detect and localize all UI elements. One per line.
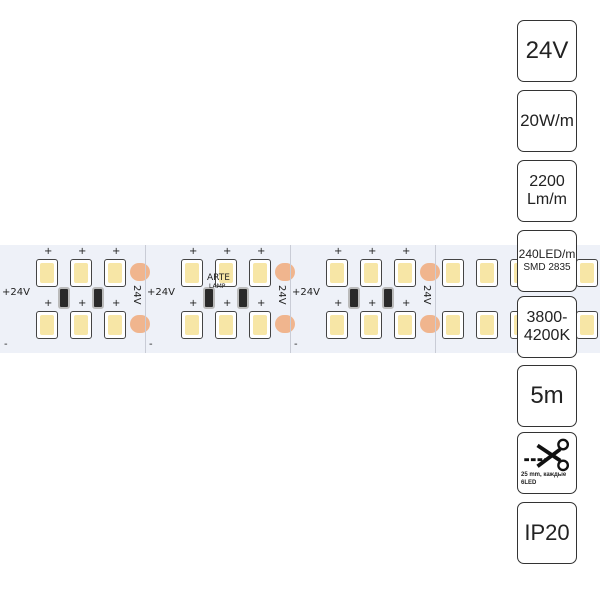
plus-24v-label: +24V bbox=[147, 287, 175, 298]
led-chip bbox=[442, 259, 464, 287]
plus-mark: + bbox=[257, 246, 266, 257]
plus-mark: + bbox=[44, 246, 53, 257]
plus-mark: + bbox=[78, 246, 87, 257]
led-chip bbox=[215, 311, 237, 339]
resistor bbox=[237, 287, 249, 309]
resistor bbox=[382, 287, 394, 309]
24v-label: 24V bbox=[276, 285, 287, 305]
resistor bbox=[203, 287, 215, 309]
minus-mark: - bbox=[294, 339, 298, 350]
plus-mark: + bbox=[402, 298, 411, 309]
badge-cut: 25 mm, каждые 6LED bbox=[517, 432, 577, 494]
led-chip bbox=[442, 311, 464, 339]
led-chip bbox=[181, 259, 203, 287]
badge-color-temperature: 3800- 4200K bbox=[517, 296, 577, 358]
led-chip bbox=[70, 311, 92, 339]
led-chip bbox=[476, 259, 498, 287]
led-chip bbox=[181, 311, 203, 339]
badge-text: 24V bbox=[525, 37, 569, 65]
plus-mark: + bbox=[78, 298, 87, 309]
led-chip bbox=[326, 259, 348, 287]
strip-segment bbox=[290, 245, 435, 353]
plus-mark: + bbox=[368, 298, 377, 309]
badge-text: 2200 bbox=[529, 172, 565, 190]
led-chip bbox=[394, 311, 416, 339]
led-chip bbox=[249, 259, 271, 287]
badge-length: 5m bbox=[517, 365, 577, 427]
plus-mark: + bbox=[402, 246, 411, 257]
brand-logo: LAMP bbox=[209, 283, 226, 290]
plus-mark: + bbox=[223, 298, 232, 309]
badge-text: 5m bbox=[530, 382, 564, 410]
badge-text: 20W/m bbox=[520, 111, 574, 131]
badge-text: 240LED/m bbox=[518, 247, 576, 262]
plus-mark: + bbox=[334, 246, 343, 257]
plus-mark: + bbox=[334, 298, 343, 309]
badge-luminous-flux: 2200 Lm/m bbox=[517, 160, 577, 222]
plus-mark: + bbox=[189, 246, 198, 257]
badge-led-density: 240LED/m SMD 2835 bbox=[517, 230, 577, 292]
badge-text: IP20 bbox=[524, 520, 570, 546]
led-chip bbox=[476, 311, 498, 339]
plus-mark: + bbox=[368, 246, 377, 257]
led-strip-image: + + + + + + +24V 24V - + + + + + + +24V 24V - ARTE LAMP + + + +… bbox=[0, 245, 600, 353]
led-chip bbox=[326, 311, 348, 339]
plus-24v-label: +24V bbox=[292, 287, 320, 298]
24v-label: 24V bbox=[131, 285, 142, 305]
plus-mark: + bbox=[112, 246, 121, 257]
plus-mark: + bbox=[112, 298, 121, 309]
badge-text: 25 mm, каждые 6LED bbox=[521, 472, 567, 486]
strip-segment bbox=[435, 245, 580, 353]
plus-mark: + bbox=[257, 298, 266, 309]
led-chip bbox=[576, 259, 598, 287]
strip-segment bbox=[145, 245, 290, 353]
led-chip bbox=[36, 311, 58, 339]
badge-text: 3800- bbox=[526, 308, 568, 326]
resistor bbox=[92, 287, 104, 309]
brand-logo: ARTE bbox=[207, 273, 230, 283]
led-chip bbox=[360, 311, 382, 339]
badge-text: 4200K bbox=[523, 327, 571, 344]
scissors-icon bbox=[524, 438, 570, 472]
resistor bbox=[58, 287, 70, 309]
led-chip bbox=[249, 311, 271, 339]
led-chip bbox=[36, 259, 58, 287]
led-chip bbox=[360, 259, 382, 287]
led-chip bbox=[215, 259, 237, 287]
minus-mark: - bbox=[4, 339, 8, 350]
badge-text: SMD 2835 bbox=[523, 262, 571, 274]
badge-ip-rating: IP20 bbox=[517, 502, 577, 564]
24v-label: 24V bbox=[421, 285, 432, 305]
plus-24v-label: +24V bbox=[2, 287, 30, 298]
led-chip bbox=[576, 311, 598, 339]
led-chip bbox=[70, 259, 92, 287]
resistor bbox=[348, 287, 360, 309]
badge-power: 20W/m bbox=[517, 90, 577, 152]
led-chip bbox=[104, 259, 126, 287]
minus-mark: - bbox=[149, 339, 153, 350]
plus-mark: + bbox=[44, 298, 53, 309]
badge-voltage: 24V bbox=[517, 20, 577, 82]
led-chip bbox=[104, 311, 126, 339]
led-chip bbox=[394, 259, 416, 287]
plus-mark: + bbox=[189, 298, 198, 309]
badge-text: Lm/m bbox=[527, 191, 567, 208]
plus-mark: + bbox=[223, 246, 232, 257]
